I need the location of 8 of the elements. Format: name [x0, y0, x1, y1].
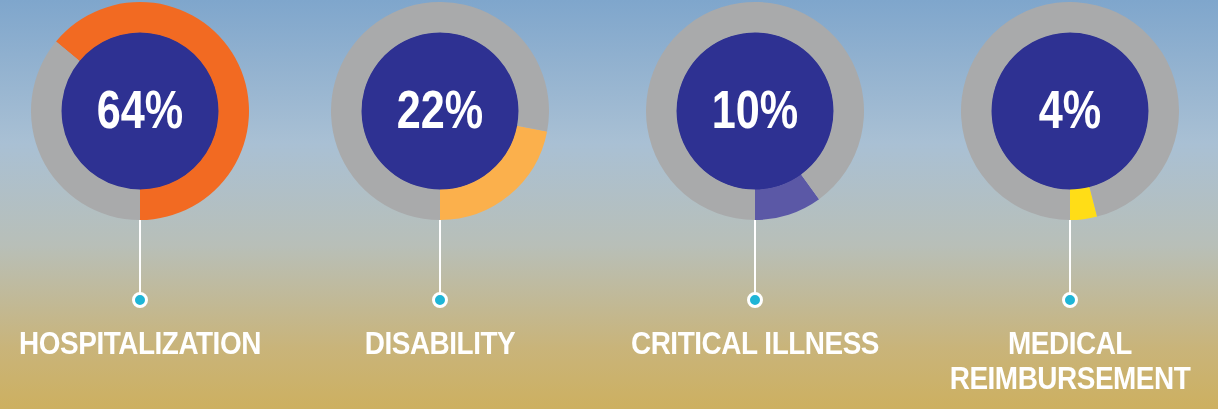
text: 10% — [711, 79, 799, 139]
slice-label: DISABILITY — [363, 326, 517, 361]
slice-label: HOSPITALIZATION — [18, 326, 262, 361]
slice-label: CRITICAL ILLNESS — [629, 326, 880, 361]
text: 64% — [96, 79, 184, 139]
text: 4% — [1038, 79, 1102, 139]
slice-label: MEDICAL REIMBURSEMENT — [948, 326, 1192, 396]
text: 22% — [396, 79, 484, 139]
